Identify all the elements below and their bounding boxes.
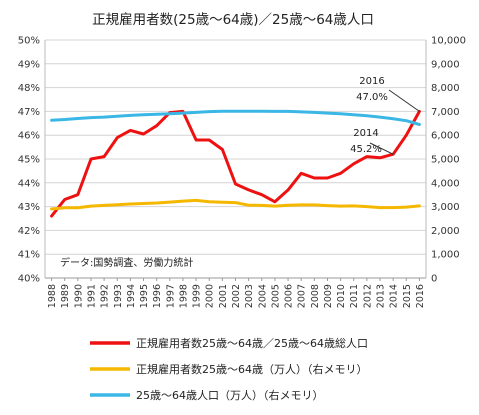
x-tick-label: 2007 [297, 284, 308, 308]
y-left-tick-label: 50% [18, 36, 40, 47]
x-tick-label: 1991 [86, 284, 97, 308]
x-tick-label: 1997 [165, 284, 176, 308]
y-left-tick-label: 49% [18, 59, 40, 70]
y-left-tick-label: 44% [18, 178, 40, 189]
x-tick-label: 2009 [323, 284, 334, 308]
x-tick-label: 2004 [257, 284, 268, 308]
series-lines [50, 109, 421, 218]
x-tick-label: 1994 [126, 284, 137, 308]
x-tick-label: 2013 [376, 284, 387, 308]
annotation-year: 2014 [353, 128, 378, 139]
y-right-tick-label: 2,000 [431, 226, 460, 237]
annotation-leader-line [369, 142, 394, 155]
x-tick-label: 2006 [284, 284, 295, 308]
axes: 40% 41% 42% 43% 44% 45% 46% 47% 48% 49% 50% 0 1,000 2… [18, 36, 466, 309]
x-tick-label: 2005 [270, 284, 281, 308]
y-right-tick-label: 7,000 [431, 107, 460, 118]
x-tick-label: 1988 [47, 284, 58, 308]
x-tick-label: 2016 [415, 284, 426, 308]
y-right-tick-label: 1,000 [431, 250, 460, 261]
x-tick-label: 2000 [205, 284, 216, 308]
annotation-year: 2016 [359, 76, 384, 87]
x-tick-label: 1992 [100, 284, 111, 308]
x-tick-label: 2008 [310, 284, 321, 308]
y-left-tick-label: 46% [18, 131, 40, 142]
y-left-tick-label: 40% [18, 274, 40, 285]
y-right-tick-label: 3,000 [431, 202, 460, 213]
y-left-tick-label: 43% [18, 202, 40, 213]
series-line-3 [50, 109, 421, 126]
y-right-tick-label: 5,000 [431, 155, 460, 166]
x-tick-label: 2001 [218, 284, 229, 308]
x-tick-label: 1993 [113, 284, 124, 308]
x-tick-label: 2002 [231, 284, 242, 308]
legend-label: 正規雇用者数25歳～64歳（万人）（右メモリ） [136, 362, 368, 376]
y-right-tick-label: 4,000 [431, 178, 460, 189]
series-line-1 [50, 109, 421, 218]
y-right-tick-label: 9,000 [431, 59, 460, 70]
legend-label: 正規雇用者数25歳～64歳／25歳～64歳総人口 [136, 336, 368, 350]
y-right-tick-label: 8,000 [431, 83, 460, 94]
x-tick-label: 2015 [402, 284, 413, 308]
series-line-2 [50, 198, 421, 211]
annotation-value: 45.2% [350, 144, 382, 155]
y-left-tick-label: 41% [18, 250, 40, 261]
y-left-tick-label: 47% [18, 107, 40, 118]
annotations: 2016 47.0% 2014 45.2% [350, 76, 420, 155]
annotation-leader-line [388, 89, 420, 112]
x-tick-label: 2010 [336, 284, 347, 308]
y-left-tick-label: 48% [18, 83, 40, 94]
x-tick-label: 1995 [139, 284, 150, 308]
y-left-tick-label: 45% [18, 155, 40, 166]
x-tick-label: 1996 [152, 284, 163, 308]
y-right-tick-label: 0 [431, 274, 437, 285]
legend-label: 25歳～64歳人口（万人）（右メモリ） [136, 388, 324, 402]
annotation-value: 47.0% [356, 92, 388, 103]
x-tick-label: 2003 [244, 284, 255, 308]
x-tick-label: 1998 [178, 284, 189, 308]
x-tick-label: 1990 [73, 284, 84, 308]
y-left-tick-label: 42% [18, 226, 40, 237]
y-right-tick-label: 10,000 [431, 36, 466, 47]
legend: 正規雇用者数25歳～64歳／25歳～64歳総人口正規雇用者数25歳～64歳（万人… [90, 336, 368, 402]
chart-title: 正規雇用者数(25歳～64歳)／25歳～64歳人口 [92, 11, 374, 28]
x-tick-label: 2012 [362, 284, 373, 308]
x-tick-label: 1989 [60, 284, 71, 308]
x-tick-label: 2011 [349, 284, 360, 308]
x-tick-label: 1999 [192, 284, 203, 308]
source-note: データ:国勢調査、労働力統計 [60, 256, 193, 269]
y-right-tick-label: 6,000 [431, 131, 460, 142]
x-tick-label: 2014 [389, 284, 400, 308]
